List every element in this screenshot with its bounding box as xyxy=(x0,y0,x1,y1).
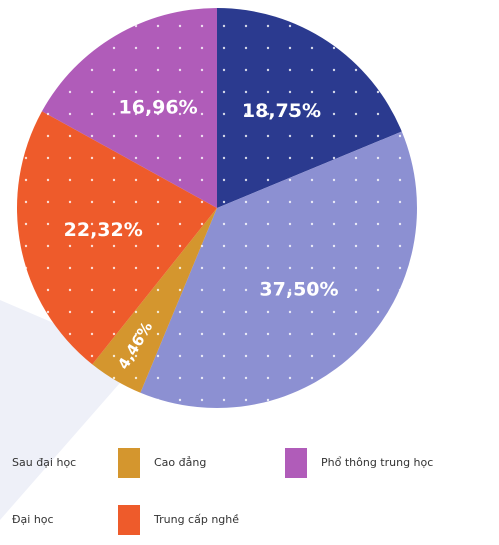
value-label: 16,96% xyxy=(119,97,198,119)
legend-swatch xyxy=(118,448,140,478)
legend-swatch xyxy=(118,505,140,535)
legend-label: Cao đẳng xyxy=(154,456,206,469)
legend-swatch xyxy=(285,448,307,478)
value-label: 18,75% xyxy=(242,100,321,122)
dot-overlay xyxy=(17,8,417,408)
legend-label: Đại học xyxy=(12,513,54,526)
legend-label: Sau đại học xyxy=(12,456,76,469)
value-label: 22,32% xyxy=(64,219,143,241)
value-label: 37,50% xyxy=(259,279,338,301)
legend-label: Trung cấp nghề xyxy=(153,513,239,526)
legend: Sau đại học Đại học Cao đẳng Trung cấp nghề… xyxy=(12,448,433,535)
legend-label: Phổ thông trung học xyxy=(321,456,433,469)
